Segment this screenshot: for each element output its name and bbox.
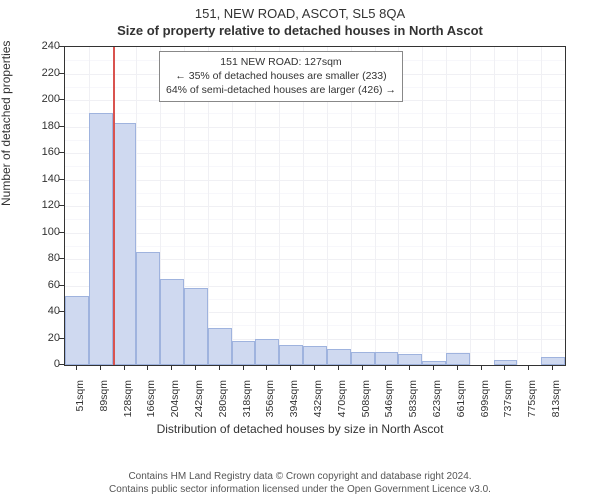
- y-tick-label: 240: [26, 40, 60, 52]
- histogram-bar: [184, 288, 208, 365]
- y-tick-label: 180: [26, 120, 60, 132]
- x-tick-label: 623sqm: [431, 380, 443, 440]
- title-subtitle: Size of property relative to detached ho…: [0, 21, 600, 38]
- y-tick-label: 120: [26, 199, 60, 211]
- histogram-bar: [327, 349, 351, 365]
- x-tick-label: 813sqm: [550, 380, 562, 440]
- histogram-bar: [208, 328, 232, 365]
- y-tick-label: 140: [26, 173, 60, 185]
- x-tick-label: 318sqm: [241, 380, 253, 440]
- x-tick-label: 280sqm: [217, 380, 229, 440]
- plot-area: 151 NEW ROAD: 127sqm ← 35% of detached h…: [64, 46, 566, 366]
- y-tick-label: 220: [26, 67, 60, 79]
- x-tick-label: 166sqm: [145, 380, 157, 440]
- histogram-bar: [136, 252, 160, 365]
- x-tick-label: 204sqm: [169, 380, 181, 440]
- legend-line: 151 NEW ROAD: 127sqm: [166, 55, 396, 69]
- title-address: 151, NEW ROAD, ASCOT, SL5 8QA: [0, 0, 600, 21]
- histogram-bar: [279, 345, 303, 365]
- histogram-bar: [398, 354, 422, 365]
- legend-line: 64% of semi-detached houses are larger (…: [166, 83, 396, 97]
- histogram-bar: [113, 123, 137, 365]
- legend-line: ← 35% of detached houses are smaller (23…: [166, 69, 396, 83]
- y-tick-label: 100: [26, 226, 60, 238]
- x-tick-label: 546sqm: [383, 380, 395, 440]
- x-tick-label: 356sqm: [264, 380, 276, 440]
- y-tick-label: 60: [26, 279, 60, 291]
- footer-attribution: Contains HM Land Registry data © Crown c…: [0, 470, 600, 496]
- histogram-bar: [255, 339, 279, 366]
- y-axis-label: Number of detached properties: [0, 41, 13, 206]
- footer-line: Contains HM Land Registry data © Crown c…: [0, 470, 600, 483]
- histogram-bar: [65, 296, 89, 365]
- footer-line: Contains public sector information licen…: [0, 483, 600, 496]
- legend-box: 151 NEW ROAD: 127sqm ← 35% of detached h…: [159, 51, 403, 102]
- x-tick-label: 51sqm: [74, 380, 86, 440]
- x-tick-label: 583sqm: [407, 380, 419, 440]
- x-tick-label: 89sqm: [98, 380, 110, 440]
- y-tick-label: 160: [26, 146, 60, 158]
- x-tick-label: 394sqm: [288, 380, 300, 440]
- y-tick-label: 20: [26, 332, 60, 344]
- histogram-bar: [89, 113, 113, 365]
- x-tick-label: 470sqm: [336, 380, 348, 440]
- histogram-bar: [541, 357, 565, 365]
- x-tick-label: 432sqm: [312, 380, 324, 440]
- histogram-bar: [232, 341, 256, 365]
- x-tick-label: 775sqm: [526, 380, 538, 440]
- property-marker-line: [113, 47, 115, 365]
- histogram-bar: [160, 279, 184, 365]
- chart-container: 151, NEW ROAD, ASCOT, SL5 8QA Size of pr…: [0, 0, 600, 500]
- histogram-bar: [303, 346, 327, 365]
- x-tick-label: 128sqm: [122, 380, 134, 440]
- x-tick-label: 508sqm: [360, 380, 372, 440]
- x-tick-label: 242sqm: [193, 380, 205, 440]
- x-tick-label: 699sqm: [479, 380, 491, 440]
- histogram-bar: [446, 353, 470, 365]
- y-tick-label: 0: [26, 358, 60, 370]
- y-tick-label: 80: [26, 252, 60, 264]
- histogram-bar: [351, 352, 375, 365]
- histogram-bar: [375, 352, 399, 365]
- y-tick-label: 40: [26, 305, 60, 317]
- x-tick-label: 661sqm: [455, 380, 467, 440]
- x-tick-label: 737sqm: [502, 380, 514, 440]
- y-tick-label: 200: [26, 93, 60, 105]
